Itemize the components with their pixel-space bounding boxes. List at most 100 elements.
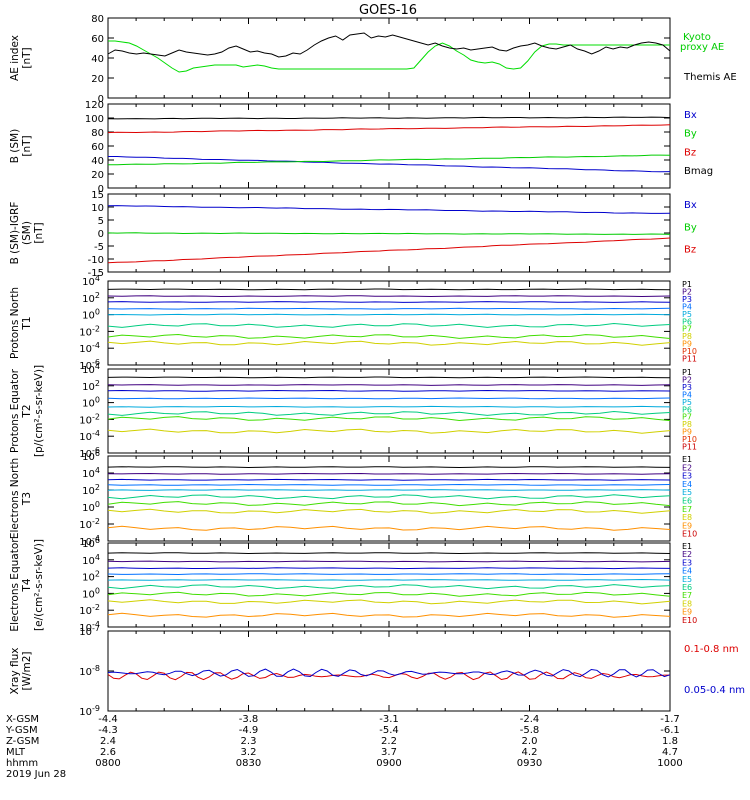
x-axis-value: -1.7	[660, 714, 680, 725]
channel-line	[107, 397, 671, 400]
y-tick-label: 10-8	[79, 664, 100, 678]
series-line	[107, 237, 671, 264]
x-axis-value: 2.4	[100, 736, 116, 747]
channel-label: E1	[682, 542, 692, 551]
channel-line	[107, 405, 671, 408]
y-tick-label: 60	[91, 34, 104, 45]
legend-label: Bx	[684, 110, 697, 121]
channel-line	[107, 567, 671, 570]
channel-line	[107, 376, 671, 379]
legend-label: Kyoto	[683, 32, 711, 43]
channel-line	[107, 494, 671, 500]
y-tick-label: 20	[91, 74, 104, 85]
y-tick-label: 106	[82, 449, 100, 463]
y-tick-label: 10-4	[79, 429, 100, 443]
channel-label: E5	[682, 488, 692, 497]
y-tick-label: 10-2	[79, 412, 100, 426]
series-line	[108, 154, 671, 166]
x-axis-value: -4.3	[98, 725, 118, 736]
y-tick-label: 100	[85, 114, 104, 125]
channel-line	[107, 578, 671, 581]
x-axis-row-label: Z-GSM	[6, 736, 39, 747]
legend-label: Bx	[684, 200, 697, 211]
y-axis-label: Electrons Equator	[9, 538, 21, 632]
y-tick-label: 10	[91, 203, 104, 214]
channel-label: P5	[682, 310, 692, 319]
x-axis-value: 3.2	[241, 747, 257, 758]
panel-2: 0 20 40 60 80 100 120 B (SM) [nT] Bx By Bz Bmag	[9, 100, 713, 195]
channel-line	[107, 333, 671, 339]
x-axis-value: 2.3	[241, 736, 257, 747]
channel-line	[107, 416, 671, 422]
series-line	[108, 40, 670, 73]
x-axis-value: 2.2	[381, 736, 397, 747]
y-tick-label: 10-2	[79, 603, 100, 617]
y-tick-label: 60	[91, 142, 104, 153]
x-axis-value: -5.4	[379, 725, 399, 736]
y-tick-label: 102	[82, 483, 100, 497]
y-tick-label: -15	[88, 268, 104, 279]
y-tick-label: 104	[82, 362, 100, 376]
legend-label: proxy AE	[680, 42, 724, 53]
panel-8: 10-9 10-8 10-7 Xray flux [W/m2] 0.1-0.8 nm 0.0…	[9, 624, 745, 718]
channel-line	[107, 573, 671, 576]
series-line	[108, 156, 671, 173]
x-axis-value: 0800	[95, 758, 120, 769]
channel-label: E3	[682, 472, 692, 481]
y-tick-label: 0	[98, 94, 104, 105]
series-line	[107, 32, 671, 58]
channel-label: P6	[682, 317, 692, 326]
channel-label: P3	[682, 383, 692, 392]
x-axis-value: -3.1	[379, 714, 399, 725]
channel-line	[107, 384, 671, 386]
y-tick-label: -10	[88, 255, 104, 266]
channel-line	[107, 410, 671, 416]
channel-label: P2	[682, 287, 692, 296]
channel-line	[107, 612, 671, 618]
y-axis-label: T3	[21, 492, 33, 506]
series-line	[107, 116, 671, 120]
channel-line	[107, 428, 671, 434]
y-axis-label: T4	[21, 578, 33, 592]
y-tick-label: 0	[98, 184, 104, 195]
channel-line	[107, 466, 671, 469]
channel-label: P4	[682, 302, 692, 311]
y-tick-label: 102	[82, 379, 100, 393]
legend-label: Bz	[684, 245, 696, 256]
channel-line	[107, 489, 671, 491]
y-tick-label: 102	[82, 291, 100, 305]
channel-label: P3	[682, 295, 692, 304]
channel-label: P11	[682, 443, 697, 452]
y-tick-label: 100	[82, 586, 100, 600]
y-axis-label: [e/(cm²-s-sr-keV)]	[33, 539, 45, 631]
channel-label: P10	[682, 347, 697, 356]
channel-label: E8	[682, 599, 692, 608]
panel-frame	[107, 368, 671, 454]
y-tick-label: 104	[82, 466, 100, 480]
channel-label: E8	[682, 513, 692, 522]
series-line	[107, 232, 671, 235]
channel-label: E7	[682, 591, 692, 600]
channel-line	[107, 599, 671, 605]
legend-label: Bmag	[684, 166, 713, 177]
channel-label: P8	[682, 332, 692, 341]
channel-label: E2	[682, 550, 692, 559]
x-axis-value: 3.7	[381, 747, 397, 758]
y-tick-label: 102	[82, 570, 100, 584]
y-tick-label: 104	[82, 274, 100, 288]
panel-3: -15 -10 -5 0 5 10 15 B (SM)-IGRF (SM) [nT] Bx By Bz	[9, 190, 697, 279]
y-axis-label: Protons North	[9, 287, 21, 359]
y-tick-label: 100	[82, 396, 100, 410]
y-tick-label: 40	[91, 54, 104, 65]
y-tick-label: 80	[91, 128, 104, 139]
x-axis-value: -3.8	[239, 714, 259, 725]
series-line	[107, 668, 671, 678]
x-axis-value: 1000	[657, 758, 682, 769]
legend-label: 0.1-0.8 nm	[684, 644, 739, 655]
channel-line	[107, 483, 671, 486]
channel-line	[107, 478, 671, 481]
